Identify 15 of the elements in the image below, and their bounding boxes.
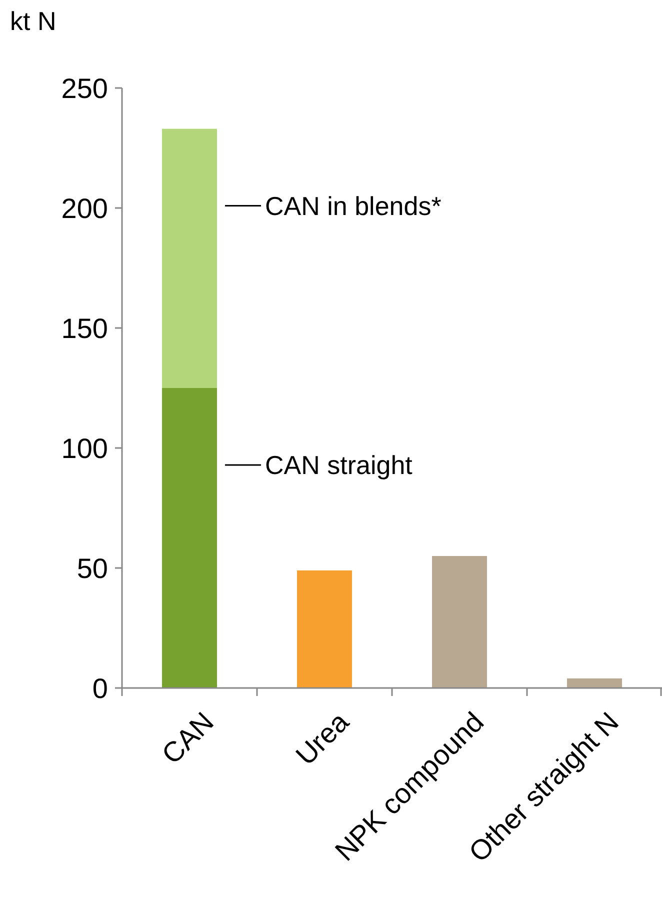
bar (162, 128, 217, 388)
x-tick-label: Urea (290, 706, 355, 772)
bar (162, 388, 217, 688)
y-tick-label: 250 (61, 72, 108, 104)
y-tick-label: 100 (61, 432, 108, 464)
y-tick-label: 50 (76, 552, 108, 584)
y-tick-label: 0 (92, 672, 108, 704)
series-label: CAN straight (265, 450, 414, 480)
y-tick-label: 200 (61, 192, 108, 224)
bar (297, 570, 352, 688)
bar (432, 556, 487, 688)
series-label: CAN in blends* (265, 190, 442, 221)
y-tick-label: 150 (61, 312, 108, 344)
bar (567, 678, 622, 688)
y-axis-title: kt N (10, 6, 56, 36)
